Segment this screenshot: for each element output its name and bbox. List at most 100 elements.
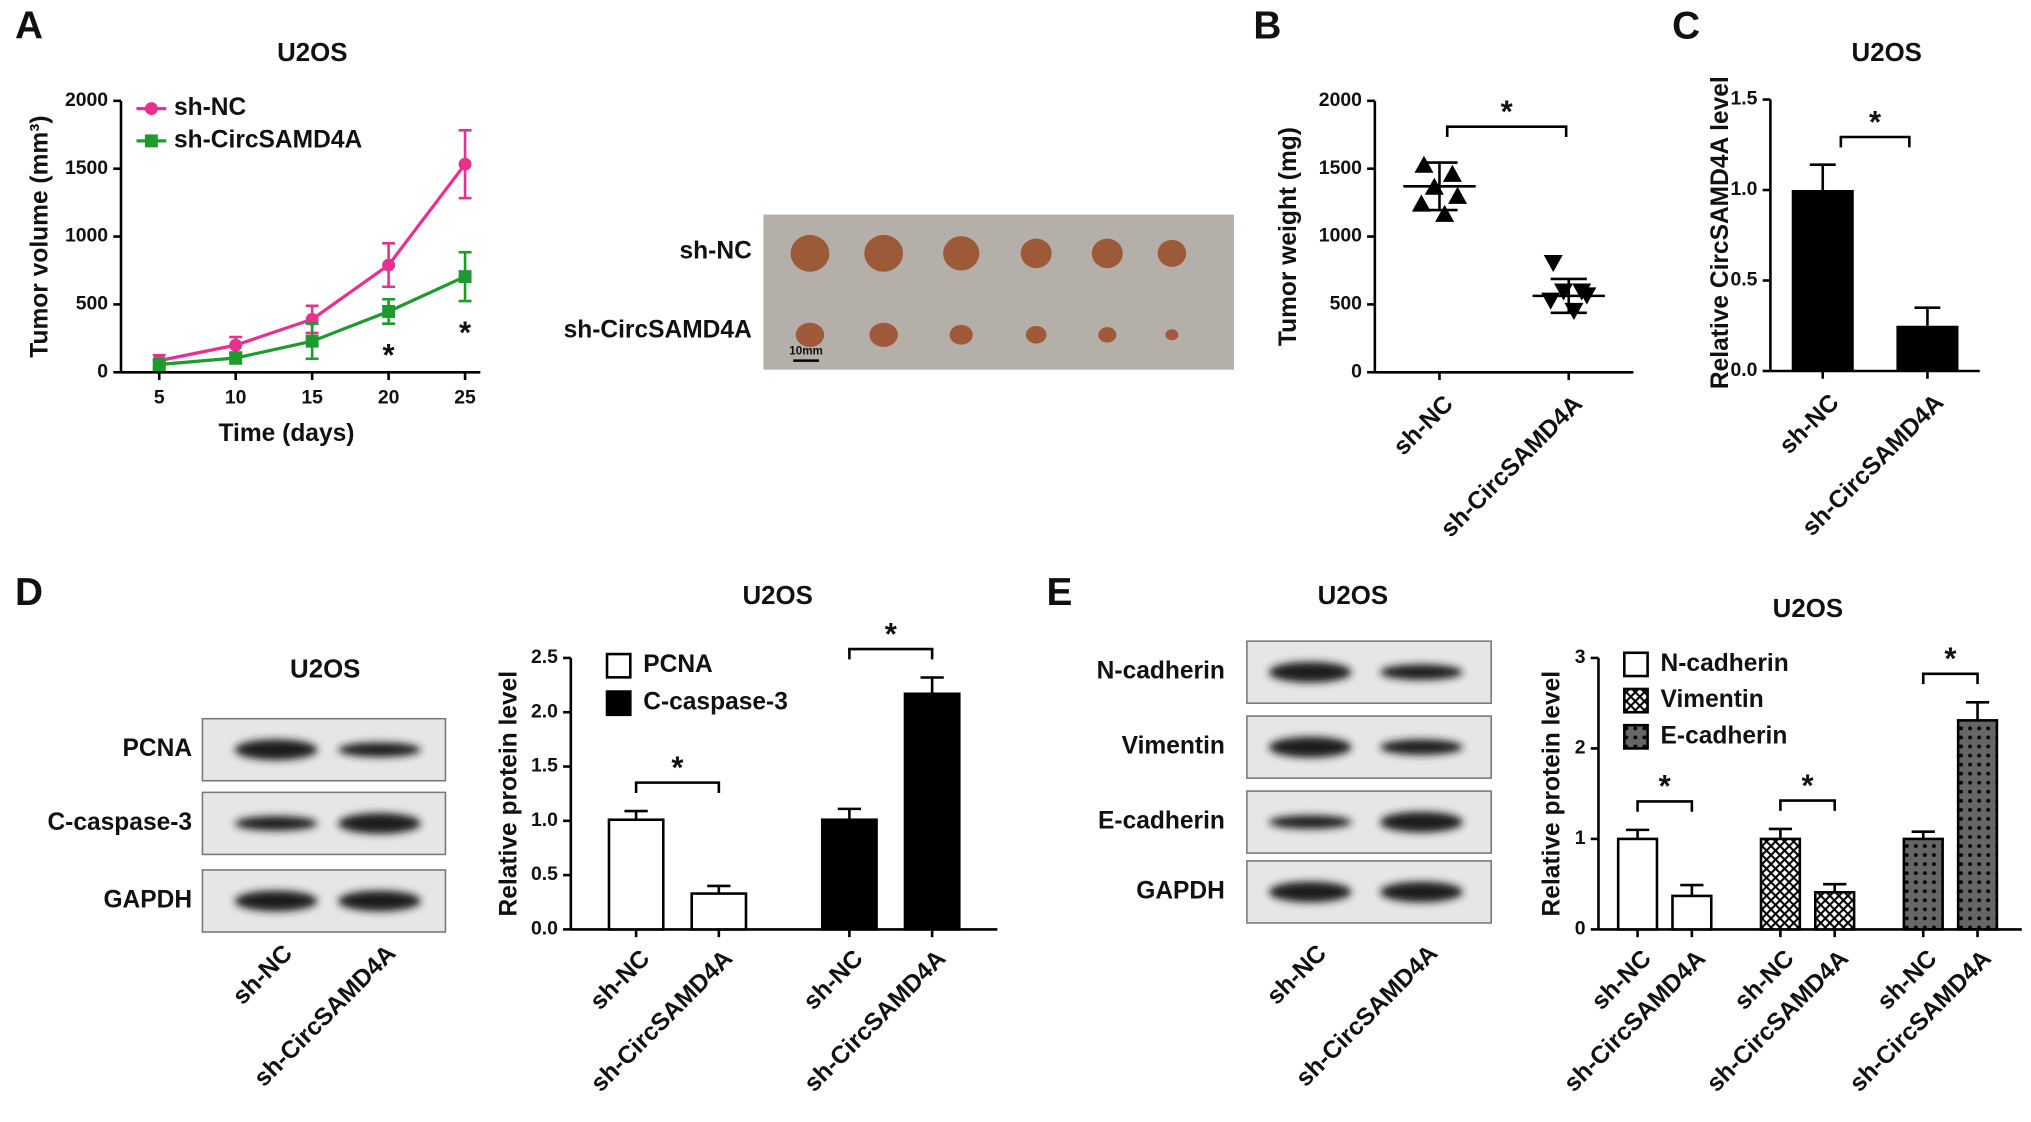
blot-band: [234, 739, 318, 761]
x-tick-label: 10: [225, 386, 247, 408]
marker: [305, 334, 319, 348]
blot-band: [1380, 811, 1463, 833]
significance-bracket: [634, 781, 721, 793]
error-bar: [920, 676, 944, 694]
significance-bracket: [1445, 125, 1568, 138]
tumor: [1091, 238, 1123, 269]
bar: [607, 818, 665, 931]
y-tick-label: 2: [1575, 737, 1586, 759]
significance-label: *: [1659, 769, 1672, 804]
x-tick-label: sh-CircSAMD4A: [1436, 390, 1588, 542]
significance-bracket: [1839, 135, 1911, 148]
marker: [382, 305, 396, 318]
blot-title: U2OS: [1318, 582, 1388, 610]
y-axis-label: Relative protein level: [496, 671, 523, 917]
error-bar: [1421, 161, 1458, 212]
bar: [1902, 837, 1944, 931]
photo-row-label: sh-NC: [680, 238, 753, 265]
legend-label: Vimentin: [1661, 686, 1764, 713]
y-tick-label: 1.5: [1731, 88, 1758, 110]
bar: [1616, 837, 1659, 931]
y-tick-label: 2000: [65, 89, 108, 111]
y-tick-label: 0: [1351, 360, 1362, 382]
chart-title: U2OS: [1773, 595, 1843, 623]
y-axis-label: Tumor volume (mm³): [26, 115, 53, 357]
blot-row-label: PCNA: [123, 735, 193, 762]
x-tick-label: sh-NC: [1774, 389, 1844, 459]
annotation: *: [383, 337, 396, 372]
error-bar: [624, 809, 648, 820]
photo-row-label: sh-CircSAMD4A: [564, 316, 752, 343]
x-tick-label: sh-NC: [798, 945, 868, 1015]
significance-label: *: [1802, 768, 1815, 803]
error-bar: [1809, 163, 1836, 191]
marker: [1411, 194, 1431, 212]
marker: [382, 258, 396, 272]
marker: [1448, 186, 1468, 204]
legend-label: N-cadherin: [1661, 650, 1789, 677]
tumor: [1025, 326, 1047, 344]
error-bar: [1965, 700, 1990, 721]
legend-swatch: [1623, 651, 1649, 678]
tumor: [1165, 329, 1179, 341]
y-tick-label: 0: [97, 360, 108, 382]
legend-marker: [144, 102, 158, 116]
panel-label: B: [1253, 5, 1281, 48]
chart-title: U2OS: [277, 39, 347, 67]
significance-label: *: [1869, 104, 1882, 139]
blot-band: [1380, 664, 1463, 680]
y-tick-label: 1000: [65, 225, 108, 247]
y-tick-label: 1.5: [531, 755, 558, 777]
chart-title: U2OS: [742, 582, 812, 610]
bar: [903, 692, 961, 931]
error-bar: [1823, 882, 1847, 893]
x-tick-label: 25: [454, 386, 476, 408]
blot-row-label: N-cadherin: [1097, 658, 1225, 685]
y-tick-label: 2.5: [531, 646, 558, 668]
significance-bracket: [1636, 800, 1694, 812]
marker: [1543, 254, 1563, 273]
tumor-photo: [763, 214, 1234, 370]
y-tick-label: 1: [1575, 827, 1586, 849]
y-axis-label: Tumor weight (mg): [1275, 127, 1302, 346]
blot-band: [1268, 881, 1352, 903]
bar: [1671, 894, 1713, 931]
blot-row-label: C-caspase-3: [47, 809, 192, 836]
y-axis-label: Relative CircSAMD4A level: [1707, 76, 1734, 389]
tumor: [864, 234, 904, 272]
blot-band: [234, 890, 318, 912]
error-bar: [1914, 306, 1941, 326]
y-tick-label: 500: [76, 293, 108, 315]
tumor: [949, 324, 973, 345]
x-tick-label: sh-CircSAMD4A: [586, 945, 738, 1097]
significance-label: *: [1501, 94, 1514, 129]
significance-bracket: [1921, 672, 1979, 685]
y-tick-label: 0.0: [531, 918, 558, 940]
significance-label: *: [671, 750, 684, 785]
y-tick-label: 500: [1330, 293, 1362, 315]
blot-title: U2OS: [290, 656, 360, 684]
y-tick-label: 0.0: [1731, 359, 1758, 381]
marker: [152, 358, 166, 372]
tumor: [790, 234, 830, 272]
y-tick-label: 1.0: [1731, 178, 1758, 200]
legend-swatch: [605, 690, 632, 717]
x-tick-label: sh-NC: [585, 945, 655, 1015]
legend-marker: [144, 134, 158, 148]
tumor: [795, 322, 825, 347]
significance-bracket: [848, 647, 934, 660]
blot-row-label: E-cadherin: [1098, 808, 1225, 835]
bar: [1791, 190, 1854, 371]
error-bar: [1625, 828, 1650, 839]
bar: [690, 892, 748, 931]
blot-column-label: sh-NC: [1262, 940, 1332, 1010]
blot-row-label: GAPDH: [1136, 877, 1225, 904]
marker: [229, 338, 243, 352]
blot-column-label: sh-NC: [228, 940, 298, 1010]
legend-swatch: [605, 652, 632, 679]
scale-bar-label: 10mm: [789, 345, 823, 358]
blot-band: [338, 742, 421, 757]
blot-row-label: Vimentin: [1122, 733, 1225, 760]
x-tick-label: sh-NC: [1388, 390, 1458, 460]
